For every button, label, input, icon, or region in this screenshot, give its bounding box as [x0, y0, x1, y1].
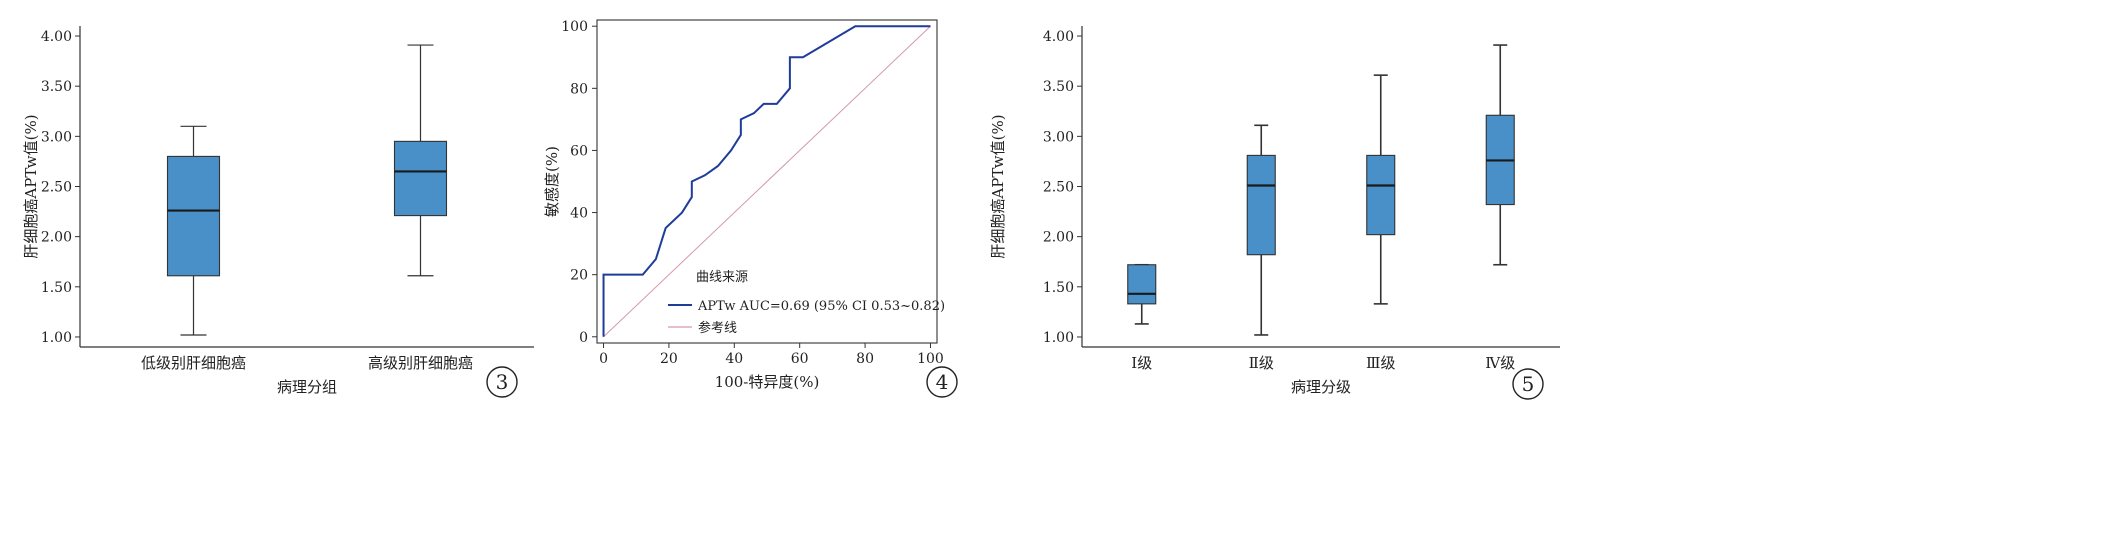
- panel-label-circle: [926, 366, 958, 398]
- y-tick-label: 3.50: [1043, 79, 1074, 95]
- x-axis-label: 病理分组: [277, 378, 337, 396]
- box-body: [1127, 264, 1157, 305]
- reference-line: [603, 25, 931, 338]
- x-category-label: Ⅲ级: [1366, 354, 1395, 372]
- y-tick-label: 2.00: [1043, 230, 1074, 246]
- y-tick-label: 2.00: [41, 230, 72, 246]
- y-tick-label: 2.50: [41, 180, 72, 196]
- x-tick-label: 0: [599, 351, 608, 367]
- y-tick-label: 1.50: [1043, 280, 1074, 296]
- x-tick-label: 100: [917, 351, 944, 367]
- y-tick-label: 0: [579, 330, 588, 346]
- panel-label-circle: [486, 366, 518, 398]
- y-tick-label: 4.00: [1043, 29, 1074, 45]
- box-body: [393, 140, 448, 217]
- x-tick-label: 40: [725, 351, 743, 367]
- x-category-label: 高级别肝细胞癌: [368, 354, 473, 372]
- y-tick-label: 100: [561, 19, 588, 35]
- box-body: [1246, 154, 1276, 256]
- x-tick-label: 60: [791, 351, 809, 367]
- y-tick-label: 4.00: [41, 29, 72, 45]
- chart-panel-4: 0 20 40 60 80 100 0 20 40 60 80 100 敏感度(%) 100-特异度(%)…: [543, 19, 958, 398]
- panel-label: 4: [936, 370, 949, 394]
- y-tick-label: 60: [570, 143, 588, 159]
- panel-label: 5: [1522, 372, 1535, 396]
- y-axis-label: 肝细胞癌APTw值(%): [22, 114, 40, 258]
- chart-panel-5: 1.00 1.50 2.00 2.50 3.00 3.50 4.00 肝细胞癌APTw值(%)…: [989, 26, 1560, 400]
- y-tick-label: 1.50: [41, 280, 72, 296]
- y-tick-label: 80: [570, 81, 588, 97]
- x-tick-label: 20: [660, 351, 678, 367]
- y-axis-label: 肝细胞癌APTw值(%): [989, 114, 1007, 258]
- roc-curve: [602, 25, 931, 337]
- panel-label-circle: [1512, 368, 1544, 400]
- y-tick-label: 2.50: [1043, 180, 1074, 196]
- y-tick-label: 40: [570, 206, 588, 222]
- plot-frame: [596, 19, 938, 344]
- x-category-label: 低级别肝细胞癌: [141, 354, 246, 372]
- chart-panel-3: 1.00 1.50 2.00 2.50 3.00 3.50 4.00 肝细胞癌APTw值(%)…: [22, 26, 534, 398]
- box-body: [1366, 154, 1396, 236]
- y-tick-label: 1.00: [1043, 330, 1074, 346]
- y-tick-label: 3.50: [41, 79, 72, 95]
- y-tick-label: 20: [570, 268, 588, 284]
- x-axis-label: 病理分级: [1291, 378, 1351, 396]
- y-tick-label: 1.00: [41, 330, 72, 346]
- y-tick-label: 3.00: [1043, 129, 1074, 145]
- panel-label: 3: [496, 370, 509, 394]
- x-tick-label: 80: [856, 351, 874, 367]
- y-axis-label: 敏感度(%): [543, 146, 561, 217]
- y-tick-label: 3.00: [41, 129, 72, 145]
- x-category-label: Ⅰ级: [1131, 354, 1152, 372]
- x-axis-label: 100-特异度(%): [715, 373, 820, 391]
- legend-title: 曲线来源: [696, 270, 748, 285]
- x-category-label: Ⅳ级: [1485, 354, 1515, 372]
- box-body: [166, 155, 221, 277]
- legend-label-roc: APTw AUC=0.69 (95% CI 0.53~0.82): [697, 299, 945, 314]
- figure: 1.00 1.50 2.00 2.50 3.00 3.50 4.00 肝细胞癌APTw值(%)…: [22, 19, 1560, 400]
- legend-label-reference: 参考线: [698, 320, 737, 336]
- x-category-label: Ⅱ级: [1249, 354, 1274, 372]
